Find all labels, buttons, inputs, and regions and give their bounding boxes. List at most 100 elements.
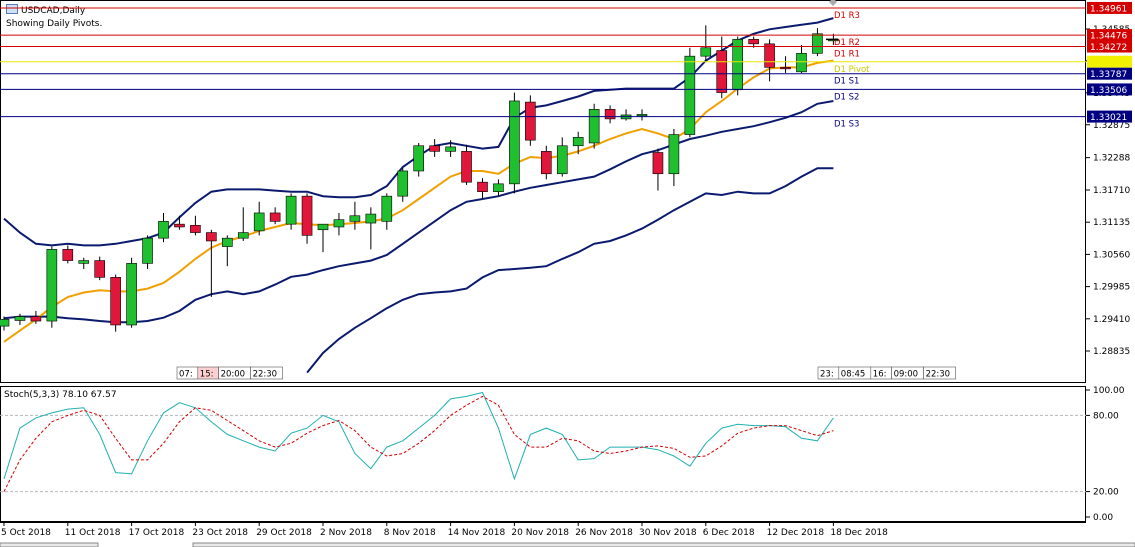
pivot-label: D1 R1 [834,50,860,60]
pivot-price-box [1087,40,1132,53]
candle-body [253,212,265,232]
candle-body [556,145,568,175]
candle-body [445,146,456,152]
pivot-price-label: 1.34961 [1090,4,1127,14]
date-label: 14 Nov 2018 [448,528,506,538]
candle-body [94,260,105,278]
candle-body [62,249,74,261]
candle-body [174,223,185,228]
candle-body [269,212,281,222]
price-tick-label: 1.29985 [1093,283,1130,293]
candle-body [477,181,488,192]
candle-body [780,67,791,70]
candle-body [46,249,58,322]
date-label: 30 Nov 2018 [639,528,697,538]
candle-body [764,43,775,68]
candle-body [525,101,536,141]
candle-body [493,183,504,192]
session-marker-label: 08:45 [841,370,866,380]
date-label: 8 Nov 2018 [384,528,436,538]
session-marker-box [923,366,956,380]
candle-body [285,195,297,225]
candle-body [317,223,329,231]
session-marker-label: 07: [179,370,193,380]
stoch-tick-label: 20.00 [1093,488,1119,498]
pivot-label: D1 R2 [834,38,860,48]
candle-body [748,39,759,45]
candle-body [397,170,409,197]
pivot-price-box [1087,110,1132,123]
candle-body [588,109,600,144]
bollinger-lower-line [3,100,834,324]
date-label: 2 Nov 2018 [320,528,372,538]
price-tick-label: 1.31135 [1093,218,1130,228]
candle-body [126,263,137,326]
bollinger-outer-lower-line [306,167,834,374]
date-label: 5 Oct 2018 [1,528,51,538]
moving-average-line [3,59,834,343]
session-marker-label: 22:30 [253,370,278,380]
session-marker-label: 15: [200,370,214,380]
price-tick-label: 1.32875 [1093,121,1130,131]
candle-body [413,145,425,172]
stoch-panel-border [0,386,1086,522]
stochastic-panel: Stoch(5,3,3) 78.10 67.57 100.00 80.00 20.00… [0,386,1125,523]
candle-body [684,55,696,135]
candle-body [78,260,90,264]
date-label: 29 Oct 2018 [256,528,312,538]
pivot-price-label: 1.33021 [1090,113,1127,123]
candle-body [237,232,249,239]
bottom-tab-left [0,542,99,547]
pivot-price-label: 1.33506 [1090,86,1127,96]
pivot-label: D1 Pivot [834,65,870,75]
candle-body [349,215,361,222]
candle-body [381,195,393,222]
candle-body [796,53,807,73]
bollinger-bands [3,17,834,374]
date-label: 17 Oct 2018 [129,528,185,538]
chart-title-text: USDCAD,Daily [21,6,86,16]
candle-body [222,237,233,247]
session-marker-label: 22:30 [926,370,951,380]
pivot-price-box [1087,55,1132,68]
candle-body [158,221,169,239]
candle-body [572,137,584,147]
candle-body [604,109,616,120]
session-marker-box [250,366,283,380]
candles [0,25,839,332]
session-marker-label: 09:00 [894,370,919,380]
pivot-price-label: 1.34476 [1090,32,1127,42]
chart-window-icon [6,4,18,14]
main-panel-border [0,0,1086,383]
stoch-main-line [3,391,834,481]
pivot-label: D1 S2 [834,92,859,102]
chart-subtitle: Showing Daily Pivots. [6,19,103,29]
pivot-label: D1 R3 [834,11,860,21]
candle-body [812,33,823,54]
candle-body [30,316,42,322]
pivot-price-box [1087,1,1132,14]
date-label: 12 Dec 2018 [767,528,825,538]
candle-body [461,151,472,183]
candle-body [301,195,313,236]
pivot-label: D1 S1 [834,77,859,87]
pivot-price-box [1087,29,1132,42]
price-tick-label: 1.29410 [1093,315,1130,325]
price-tick-label: 1.30560 [1093,250,1130,260]
stoch-signal-line [3,395,834,492]
candle-body [636,114,648,117]
candle-body [668,134,680,175]
candle-body [142,237,153,264]
stoch-tick-label: 80.00 [1093,411,1119,421]
date-label: 6 Dec 2018 [703,528,755,538]
chart-shift-marker [829,0,837,6]
pivot-price-label: 1.33787 [1090,70,1127,80]
date-label: 20 Nov 2018 [511,528,569,538]
session-marker-label: 20:00 [221,370,246,380]
date-label: 18 Dec 2018 [830,528,888,538]
pivot-lines: D1 R3 1.34961 D1 R2 1.34476 D1 R1 1.34272 D1 P… [0,1,1132,130]
candle-body [429,145,440,152]
date-label: 11 Oct 2018 [65,528,121,538]
